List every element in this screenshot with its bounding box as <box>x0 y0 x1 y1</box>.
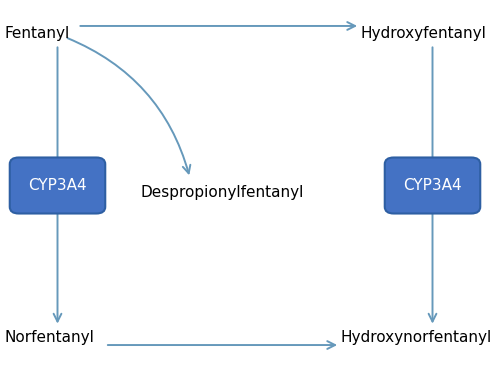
FancyBboxPatch shape <box>385 157 480 214</box>
Text: CYP3A4: CYP3A4 <box>403 178 462 193</box>
Text: Norfentanyl: Norfentanyl <box>5 330 95 345</box>
Text: Fentanyl: Fentanyl <box>5 26 70 41</box>
Text: CYP3A4: CYP3A4 <box>28 178 87 193</box>
Text: Hydroxynorfentanyl: Hydroxynorfentanyl <box>340 330 491 345</box>
Text: Despropionylfentanyl: Despropionylfentanyl <box>140 186 304 200</box>
FancyBboxPatch shape <box>10 157 106 214</box>
Text: Hydroxyfentanyl: Hydroxyfentanyl <box>360 26 486 41</box>
